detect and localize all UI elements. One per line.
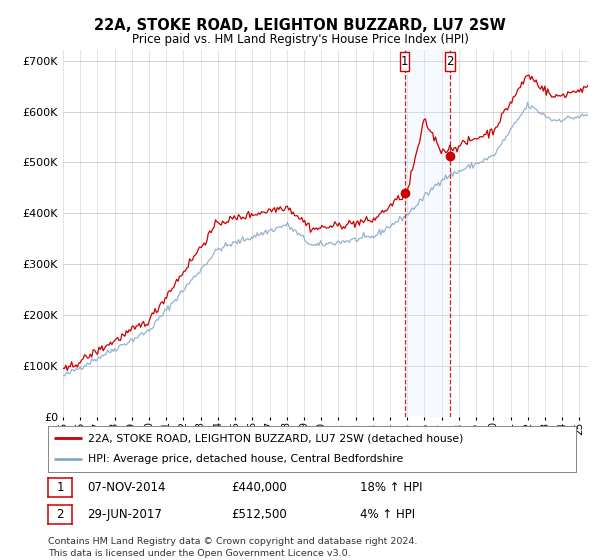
Text: 07-NOV-2014: 07-NOV-2014 — [87, 481, 166, 494]
Text: 22A, STOKE ROAD, LEIGHTON BUZZARD, LU7 2SW (detached house): 22A, STOKE ROAD, LEIGHTON BUZZARD, LU7 2… — [88, 434, 463, 444]
Text: £512,500: £512,500 — [231, 508, 287, 521]
Text: 2: 2 — [446, 55, 454, 68]
Bar — [404, 50, 450, 417]
Text: £440,000: £440,000 — [231, 481, 287, 494]
Text: 4% ↑ HPI: 4% ↑ HPI — [360, 508, 415, 521]
Text: Price paid vs. HM Land Registry's House Price Index (HPI): Price paid vs. HM Land Registry's House … — [131, 32, 469, 46]
Text: HPI: Average price, detached house, Central Bedfordshire: HPI: Average price, detached house, Cent… — [88, 454, 403, 464]
Text: 22A, STOKE ROAD, LEIGHTON BUZZARD, LU7 2SW: 22A, STOKE ROAD, LEIGHTON BUZZARD, LU7 2… — [94, 18, 506, 32]
FancyBboxPatch shape — [445, 52, 455, 71]
Text: Contains HM Land Registry data © Crown copyright and database right 2024.
This d: Contains HM Land Registry data © Crown c… — [48, 537, 418, 558]
Text: 1: 1 — [56, 481, 64, 494]
FancyBboxPatch shape — [400, 52, 409, 71]
Text: 2: 2 — [56, 508, 64, 521]
Text: 1: 1 — [401, 55, 409, 68]
Text: 18% ↑ HPI: 18% ↑ HPI — [360, 481, 422, 494]
Text: 29-JUN-2017: 29-JUN-2017 — [87, 508, 162, 521]
